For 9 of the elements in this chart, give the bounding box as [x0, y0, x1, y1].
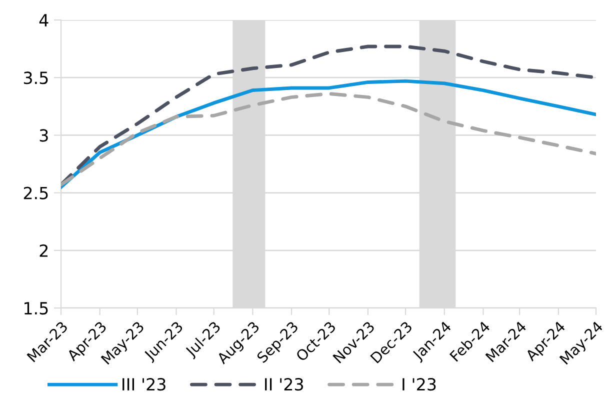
y-tick-label: 3.5: [24, 72, 48, 84]
legend-label: II '23: [265, 378, 303, 391]
legend-label: I '23: [402, 378, 436, 391]
y-tick-label: 4: [39, 14, 48, 26]
legend-label: III '23: [122, 378, 166, 391]
y-tick-label: 2.5: [24, 186, 48, 200]
y-tick-label: 2: [40, 244, 48, 257]
y-tick-label: 1.5: [24, 302, 48, 315]
y-tick-label: 3: [40, 129, 48, 142]
